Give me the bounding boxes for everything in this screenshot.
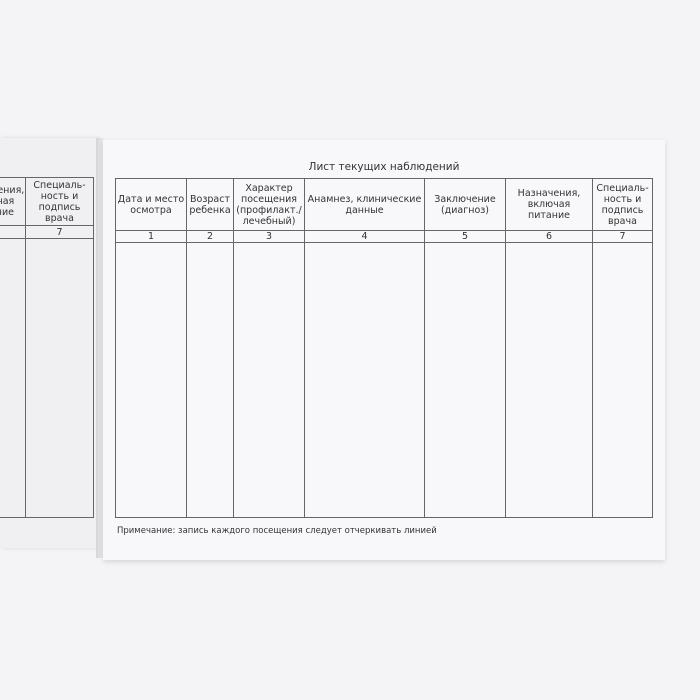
left-observation-table: Назначения, включая питание Специаль-нос… (0, 177, 94, 518)
column-number: 6 (505, 230, 593, 243)
left-page-clip: Назначения, включая питание Специаль-нос… (0, 138, 96, 548)
column-number: 2 (186, 230, 234, 243)
header-anamnesis: Анамнез, клинические данные (304, 178, 425, 231)
header-date-place: Дата и место осмотра (115, 178, 187, 231)
header-visit-type: Характер посещения (профилакт./ лечебный… (233, 178, 305, 231)
column-number: 4 (304, 230, 425, 243)
header-prescriptions: Назначения, включая питание (505, 178, 593, 231)
left-number-7: 7 (25, 225, 94, 239)
entry-cell (505, 242, 593, 518)
page-title: Лист текущих наблюдений (308, 161, 460, 173)
footnote: Примечание: запись каждого посещения сле… (117, 526, 437, 536)
left-number-6: 6 (0, 225, 26, 239)
left-header-6: Назначения, включая питание (0, 177, 26, 226)
book-spine (96, 138, 104, 558)
column-number: 1 (115, 230, 187, 243)
entry-cell (304, 242, 425, 518)
left-cell (25, 238, 94, 518)
header-diagnosis: Заключение (диагноз) (424, 178, 506, 231)
entry-cell (233, 242, 305, 518)
entry-cell (115, 242, 187, 518)
column-number: 7 (592, 230, 653, 243)
header-doctor-signature: Специаль-ность и подпись врача (592, 178, 653, 231)
entry-cell (424, 242, 506, 518)
header-child-age: Возраст ребенка (186, 178, 234, 231)
left-cell (0, 238, 26, 518)
column-number: 3 (233, 230, 305, 243)
column-number: 5 (424, 230, 506, 243)
entry-cell (592, 242, 653, 518)
left-header-7: Специаль-ность и подпись врача (25, 177, 94, 226)
entry-cell (186, 242, 234, 518)
observation-table: Дата и место осмотра Возраст ребенка Хар… (115, 178, 653, 518)
